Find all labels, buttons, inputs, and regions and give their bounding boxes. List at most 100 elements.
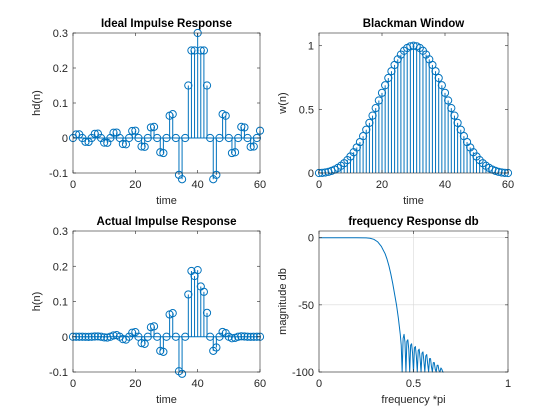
stem-marker: [177, 369, 187, 378]
subplot-title: frequency Response db: [348, 216, 478, 228]
stem-marker: [199, 287, 208, 296]
stem-marker: [153, 133, 162, 143]
y-tick-label: -0.1: [49, 367, 68, 379]
stem-marker: [131, 126, 140, 135]
x-tick-label: 0: [70, 179, 76, 191]
x-tick-label: 40: [192, 179, 204, 191]
stem-marker: [215, 133, 224, 143]
stem-marker: [196, 46, 205, 55]
stem-marker: [252, 332, 261, 341]
stem-marker: [143, 332, 152, 341]
stem-marker: [371, 104, 380, 113]
stem-marker: [146, 323, 156, 332]
subplot-title: Ideal Impulse Response: [101, 18, 232, 30]
stem-marker: [118, 139, 127, 149]
stem-marker: [368, 111, 377, 120]
stem-marker: [199, 46, 208, 55]
tick-layer: 0 20 40 60-0.100.10.20.3: [49, 226, 266, 390]
stem-marker: [149, 322, 159, 331]
subplot-actual-impulse-response: Actual Impulse Response time h(n) 0 20 40 6…: [31, 216, 266, 406]
stem-marker: [240, 123, 249, 132]
stem-marker: [90, 129, 99, 138]
stem-marker: [90, 332, 99, 341]
stem-marker: [184, 81, 193, 90]
y-tick-label: 0.3: [53, 226, 68, 238]
stem-marker: [237, 332, 246, 341]
stem-marker: [140, 142, 149, 151]
x-tick-label: 1: [505, 378, 511, 390]
x-axis-label: time: [156, 195, 177, 207]
subplot-title: Actual Impulse Response: [97, 216, 237, 228]
stem-marker: [177, 175, 187, 184]
axes-frame: [318, 230, 509, 373]
stem-marker: [109, 128, 118, 137]
subplot-title: Blackman Window: [363, 18, 465, 30]
stem-marker: [444, 96, 453, 105]
x-tick-label: 60: [254, 179, 266, 191]
stem-marker: [134, 332, 143, 341]
stem-marker: [72, 130, 81, 139]
stem-marker: [168, 110, 177, 119]
stem-marker: [224, 133, 233, 143]
stem-marker: [78, 332, 87, 341]
plot-layer: [319, 237, 444, 373]
stem-marker: [202, 308, 212, 318]
y-tick-label: 0: [62, 133, 68, 145]
stem-marker: [134, 133, 143, 143]
y-axis-label: h(n): [31, 292, 43, 312]
plot-layer: [68, 266, 265, 378]
stem-marker: [109, 331, 118, 340]
stem-marker: [491, 166, 500, 175]
axes-frame: [318, 32, 509, 174]
y-tick-label: 0.3: [53, 28, 68, 40]
axes-frame: [72, 32, 261, 174]
x-tick-label: 40: [439, 179, 451, 191]
y-tick-label: 0.1: [53, 98, 68, 110]
stem-marker: [447, 104, 456, 113]
stem-marker: [437, 81, 446, 90]
stem-marker: [190, 46, 199, 55]
stem-marker: [377, 88, 387, 97]
y-tick-label: 0.1: [53, 297, 68, 309]
y-tick-label: 0.2: [53, 261, 68, 273]
y-tick-label: -0.1: [49, 168, 68, 180]
stem-marker: [365, 118, 374, 127]
stem-marker: [321, 168, 330, 177]
stem-marker: [406, 42, 415, 51]
stem-marker: [362, 125, 371, 134]
stem-marker: [159, 148, 168, 158]
y-tick-label: 0.5: [299, 104, 314, 116]
stem-marker: [93, 332, 103, 341]
x-tick-label: 60: [254, 378, 266, 390]
x-tick-label: 20: [376, 179, 388, 191]
stem-marker: [206, 332, 215, 341]
stem-marker: [431, 67, 440, 76]
stem-marker: [171, 332, 180, 341]
x-axis-label: frequency *pi: [381, 394, 445, 406]
stem-marker: [156, 148, 165, 157]
stem-marker: [212, 170, 221, 179]
x-tick-label: 0.5: [406, 378, 421, 390]
stem-marker: [143, 133, 152, 143]
stem-marker: [243, 133, 252, 143]
stem-marker: [100, 333, 109, 342]
subplot-ideal-impulse-response: Ideal Impulse Response time hd(n) 0 20 40 6…: [31, 18, 266, 207]
subplot-frequency-response-db: frequency Response db frequency *pi magn…: [277, 216, 511, 406]
stem-marker: [171, 133, 180, 143]
stem-marker: [374, 96, 383, 105]
stem-marker: [434, 73, 443, 83]
tick-layer: 0 0.5 1 -100 -50 0: [292, 231, 511, 390]
stem-marker: [387, 67, 396, 76]
y-tick-label: -50: [298, 300, 314, 312]
stem-marker: [227, 334, 237, 343]
stem-marker: [456, 125, 465, 134]
x-tick-label: 20: [129, 378, 141, 390]
y-axis-label: hd(n): [31, 90, 43, 116]
stem-marker: [81, 332, 90, 341]
stem-marker: [149, 122, 159, 131]
stem-marker: [72, 332, 81, 341]
stem-marker: [240, 332, 249, 341]
stem-marker: [162, 332, 171, 341]
stem-marker: [128, 126, 137, 136]
